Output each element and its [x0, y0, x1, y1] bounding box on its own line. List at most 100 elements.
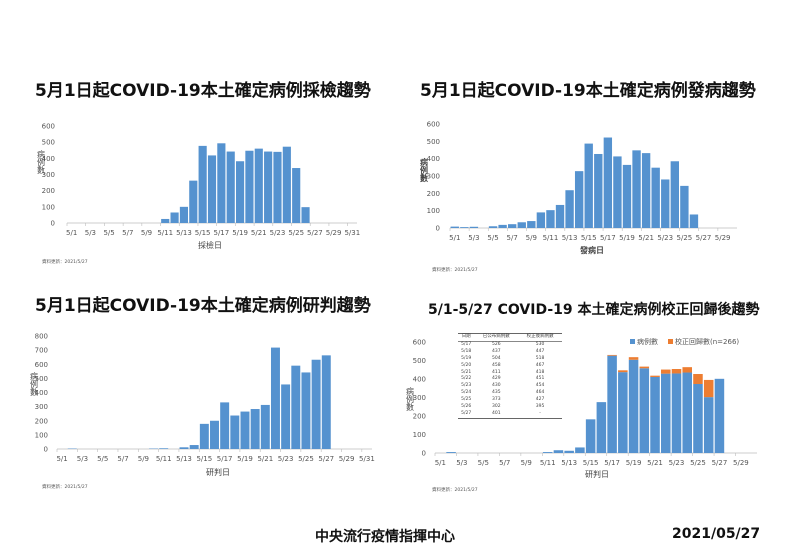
bar — [508, 224, 517, 228]
bar — [682, 372, 692, 453]
x-tick-label: 5/11 — [540, 459, 556, 467]
bar — [179, 206, 189, 223]
x-tick-label: 5/29 — [339, 455, 355, 463]
y-tick-label: 500 — [427, 138, 440, 146]
y-tick-label: 400 — [42, 155, 55, 163]
chart-1-title: 5月1日起COVID-19本土確定病例採檢趨勢 — [35, 81, 371, 101]
chart-3-title: 5月1日起COVID-19本土確定病例研判趨勢 — [35, 296, 371, 316]
y-tick-label: 100 — [35, 431, 48, 439]
bar — [542, 452, 553, 453]
table-row: 5/23 430 454 — [458, 383, 562, 390]
table-cell: 518 — [535, 355, 545, 361]
x-tick-label: 5/15 — [583, 459, 599, 467]
correction-bar — [661, 369, 671, 374]
chart-4-title: 5/1-5/27 COVID-19 本土確定病例校正回歸後趨勢 — [428, 302, 760, 318]
x-tick-label: 5/29 — [733, 459, 749, 467]
bar — [292, 168, 301, 223]
bar — [450, 226, 459, 228]
bar — [240, 411, 250, 449]
y-tick-label: 300 — [413, 394, 426, 402]
bar — [226, 151, 235, 223]
bar — [159, 448, 169, 449]
x-tick-label: 5/19 — [237, 455, 253, 463]
bar — [446, 452, 456, 453]
table-cell: 464 — [535, 390, 545, 396]
x-tick-label: 5/1 — [449, 234, 460, 242]
table-cell: 5/20 — [461, 362, 472, 368]
y-axis-label: 病例數 — [420, 157, 429, 183]
bar — [671, 373, 682, 453]
bar — [639, 368, 650, 453]
y-tick-label: 200 — [42, 187, 55, 195]
bar — [273, 151, 282, 223]
bar — [170, 212, 179, 223]
table-cell: 430 — [491, 383, 501, 389]
x-tick-label: 5/27 — [307, 229, 323, 237]
x-tick-label: 5/25 — [677, 234, 693, 242]
table-cell: 5/18 — [461, 348, 472, 354]
bar — [517, 222, 526, 228]
bar — [189, 180, 198, 223]
x-tick-label: 5/5 — [478, 459, 489, 467]
x-tick-label: 5/17 — [604, 459, 620, 467]
bar — [661, 373, 671, 453]
bar — [693, 383, 703, 453]
bar — [498, 224, 507, 228]
x-tick-label: 5/11 — [157, 229, 173, 237]
bar — [536, 212, 546, 228]
table-row: 5/17 526 530 — [458, 341, 562, 348]
table-cell: 429 — [491, 376, 501, 382]
correction-bar — [607, 354, 617, 356]
x-tick-label: 5/15 — [196, 455, 212, 463]
bar — [311, 359, 321, 449]
x-tick-label: 5/17 — [600, 234, 616, 242]
bar — [603, 137, 613, 228]
x-axis-label: 發病日 — [579, 245, 604, 255]
table-row: 5/22 429 451 — [458, 376, 562, 383]
bar — [574, 171, 584, 228]
table-row: 5/19 504 518 — [458, 356, 562, 363]
table-cell: 504 — [491, 355, 501, 361]
bar — [689, 214, 699, 228]
x-tick-label: 5/27 — [712, 459, 728, 467]
bar — [594, 153, 603, 228]
bar — [161, 218, 170, 223]
y-tick-label: 0 — [51, 220, 55, 228]
bar — [632, 150, 641, 228]
bar — [680, 185, 689, 228]
x-axis-label: 採檢日 — [198, 240, 222, 250]
table-cell: 458 — [491, 362, 501, 368]
bar — [714, 378, 725, 453]
bar — [527, 221, 536, 228]
bar — [254, 148, 263, 223]
x-tick-label: 5/9 — [526, 234, 537, 242]
table-cell: 5/27 — [461, 410, 472, 416]
correction-bar — [703, 379, 714, 398]
correction-bar — [682, 367, 692, 373]
bar — [210, 420, 219, 449]
table-cell: 5/25 — [461, 397, 472, 403]
bar — [703, 397, 714, 453]
bar — [250, 409, 260, 449]
x-tick-label: 5/21 — [647, 459, 663, 467]
bar — [564, 450, 574, 453]
table-row: 5/26 302 395 — [458, 404, 562, 411]
x-tick-label: 5/1 — [435, 459, 446, 467]
bar — [301, 207, 310, 223]
x-tick-label: 5/25 — [298, 455, 314, 463]
table-row: 5/24 435 464 — [458, 390, 562, 397]
table-cell: 418 — [535, 369, 545, 375]
bar — [217, 143, 226, 223]
x-tick-label: 5/3 — [77, 455, 88, 463]
x-tick-label: 5/31 — [359, 455, 375, 463]
x-tick-label: 5/29 — [326, 229, 342, 237]
bar — [584, 143, 593, 228]
bar — [235, 161, 245, 223]
bar — [270, 347, 280, 449]
bar — [460, 227, 469, 228]
correction-bar — [650, 375, 660, 377]
bar — [585, 419, 596, 453]
correction-bar — [693, 374, 703, 384]
y-tick-label: 400 — [413, 376, 426, 384]
x-tick-label: 5/3 — [85, 229, 96, 237]
